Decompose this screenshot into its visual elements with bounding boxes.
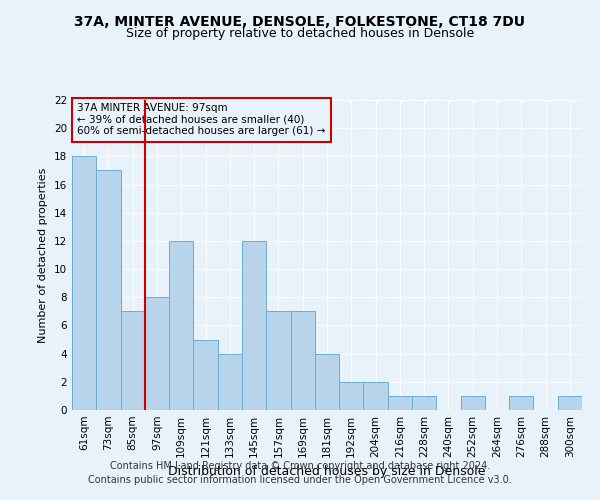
Text: Contains HM Land Registry data © Crown copyright and database right 2024.
Contai: Contains HM Land Registry data © Crown c… (88, 461, 512, 485)
X-axis label: Distribution of detached houses by size in Densole: Distribution of detached houses by size … (168, 466, 486, 478)
Bar (72, 156, 96, 410)
Bar (266, 312, 290, 410)
Bar (339, 382, 364, 410)
Y-axis label: Number of detached properties: Number of detached properties (38, 168, 49, 342)
Bar (558, 396, 582, 410)
Bar (412, 396, 436, 410)
Bar (96, 170, 121, 410)
Bar (193, 340, 218, 410)
Bar (218, 354, 242, 410)
Bar (509, 396, 533, 410)
Text: Size of property relative to detached houses in Densole: Size of property relative to detached ho… (126, 28, 474, 40)
Text: 37A, MINTER AVENUE, DENSOLE, FOLKESTONE, CT18 7DU: 37A, MINTER AVENUE, DENSOLE, FOLKESTONE,… (74, 15, 526, 29)
Bar (169, 241, 193, 410)
Bar (315, 354, 339, 410)
Bar (388, 396, 412, 410)
Bar (145, 298, 169, 410)
Bar (290, 312, 315, 410)
Text: 37A MINTER AVENUE: 97sqm
← 39% of detached houses are smaller (40)
60% of semi-d: 37A MINTER AVENUE: 97sqm ← 39% of detach… (77, 103, 325, 136)
Bar (121, 312, 145, 410)
Bar (364, 382, 388, 410)
Bar (461, 396, 485, 410)
Bar (242, 241, 266, 410)
